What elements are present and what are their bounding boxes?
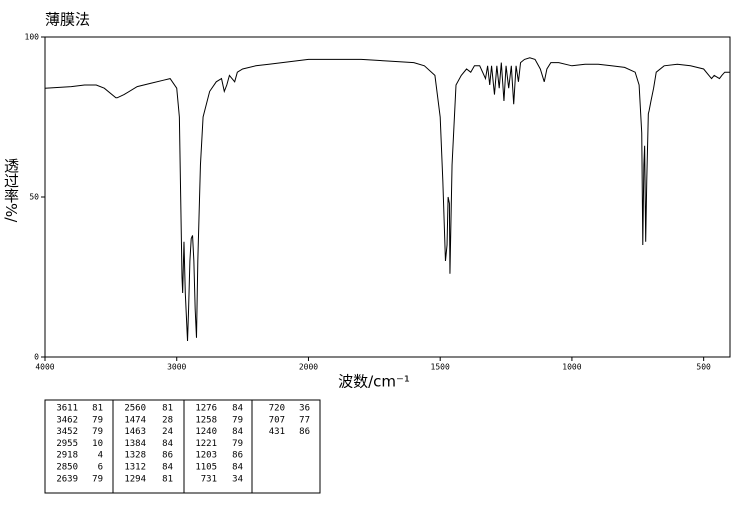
peak-transmittance: 79 (92, 427, 103, 437)
peak-transmittance: 10 (92, 439, 103, 449)
peak-wavenumber: 1221 (195, 439, 217, 449)
peak-transmittance: 84 (232, 404, 243, 414)
plot-frame (44, 36, 731, 358)
chart-title: 薄膜法 (45, 11, 90, 29)
peak-transmittance: 77 (299, 415, 310, 425)
x-tick-label: 1500 (431, 363, 450, 372)
peak-wavenumber: 731 (201, 474, 217, 484)
peak-wavenumber: 1474 (124, 415, 146, 425)
peak-transmittance: 81 (92, 404, 103, 414)
peak-wavenumber: 1294 (124, 474, 146, 484)
peak-transmittance: 36 (299, 404, 310, 414)
peak-wavenumber: 2850 (56, 463, 78, 473)
x-tick-label: 1000 (562, 363, 581, 372)
y-tick-label: 0 (34, 353, 39, 362)
peak-transmittance: 79 (92, 415, 103, 425)
peak-transmittance: 79 (232, 415, 243, 425)
peak-transmittance: 84 (162, 463, 173, 473)
peak-transmittance: 81 (162, 404, 173, 414)
peak-wavenumber: 3462 (56, 415, 78, 425)
x-tick-label: 3000 (167, 363, 186, 372)
peak-wavenumber: 3611 (56, 404, 78, 414)
peak-transmittance: 79 (92, 474, 103, 484)
peak-wavenumber: 1276 (195, 404, 217, 414)
peak-wavenumber: 2560 (124, 404, 146, 414)
peak-wavenumber: 2955 (56, 439, 78, 449)
x-tick-label: 500 (696, 363, 711, 372)
peak-table-frame (44, 399, 321, 494)
peak-wavenumber: 1105 (195, 463, 217, 473)
peak-wavenumber: 1463 (124, 427, 146, 437)
peak-wavenumber: 1384 (124, 439, 146, 449)
peak-wavenumber: 3452 (56, 427, 78, 437)
peak-transmittance: 79 (232, 439, 243, 449)
peak-transmittance: 28 (162, 415, 173, 425)
peak-transmittance: 84 (232, 427, 243, 437)
peak-transmittance: 4 (98, 451, 103, 461)
peak-transmittance: 86 (299, 427, 310, 437)
peak-wavenumber: 1328 (124, 451, 146, 461)
peak-wavenumber: 1312 (124, 463, 146, 473)
peak-transmittance: 86 (232, 451, 243, 461)
peak-wavenumber: 2918 (56, 451, 78, 461)
x-tick-label: 2000 (299, 363, 318, 372)
peak-wavenumber: 1240 (195, 427, 217, 437)
peak-wavenumber: 707 (269, 415, 285, 425)
peak-transmittance: 86 (162, 451, 173, 461)
peak-transmittance: 34 (232, 474, 243, 484)
peak-transmittance: 81 (162, 474, 173, 484)
x-axis-label: 波数/cm⁻¹ (338, 373, 410, 391)
peak-transmittance: 6 (98, 463, 103, 473)
peak-transmittance: 84 (162, 439, 173, 449)
x-tick-label: 4000 (35, 363, 54, 372)
peak-wavenumber: 1258 (195, 415, 217, 425)
y-tick-label: 100 (25, 33, 40, 42)
y-axis-label: 透过率%/ (2, 158, 20, 223)
peak-wavenumber: 1203 (195, 451, 217, 461)
peak-wavenumber: 2639 (56, 474, 78, 484)
y-tick-label: 50 (29, 193, 39, 202)
peak-transmittance: 24 (162, 427, 173, 437)
peak-wavenumber: 720 (269, 404, 285, 414)
peak-transmittance: 84 (232, 463, 243, 473)
peak-wavenumber: 431 (269, 427, 285, 437)
spectrum-line (44, 57, 730, 342)
